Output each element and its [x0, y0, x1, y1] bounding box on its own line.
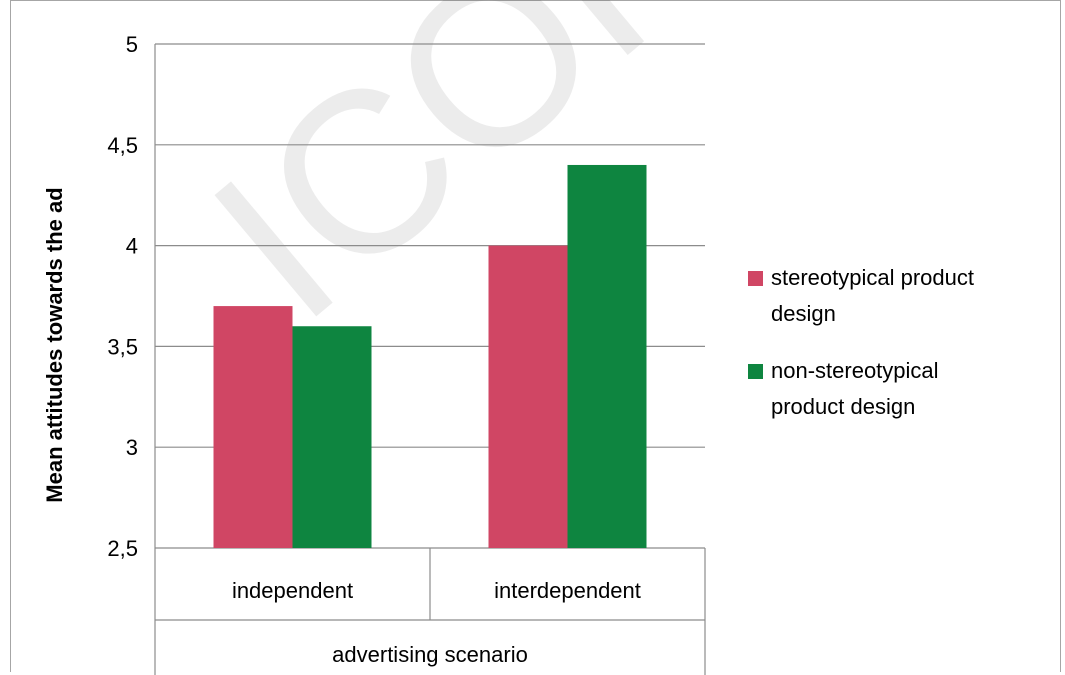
legend-swatch [748, 271, 763, 286]
y-tick-label: 2,5 [107, 536, 138, 561]
x-tick-label: independent [232, 578, 353, 603]
y-tick-label: 4 [126, 234, 138, 259]
legend-label: stereotypical product [771, 265, 974, 290]
bar [213, 306, 293, 548]
bar [567, 164, 647, 548]
bar [292, 326, 372, 548]
y-tick-label: 3 [126, 435, 138, 460]
legend-swatch [748, 364, 763, 379]
y-tick-label: 4,5 [107, 133, 138, 158]
chart-frame [10, 0, 1061, 672]
y-tick-label: 3,5 [107, 334, 138, 359]
bar [488, 245, 568, 548]
y-axis-title: Mean attitudes towards the ad [42, 187, 67, 502]
legend-label: non-stereotypical [771, 358, 939, 383]
x-tick-label: interdependent [494, 578, 641, 603]
y-tick-label: 5 [126, 32, 138, 57]
legend-label: design [771, 301, 836, 326]
x-axis-title: advertising scenario [332, 642, 528, 667]
legend-label: product design [771, 394, 915, 419]
